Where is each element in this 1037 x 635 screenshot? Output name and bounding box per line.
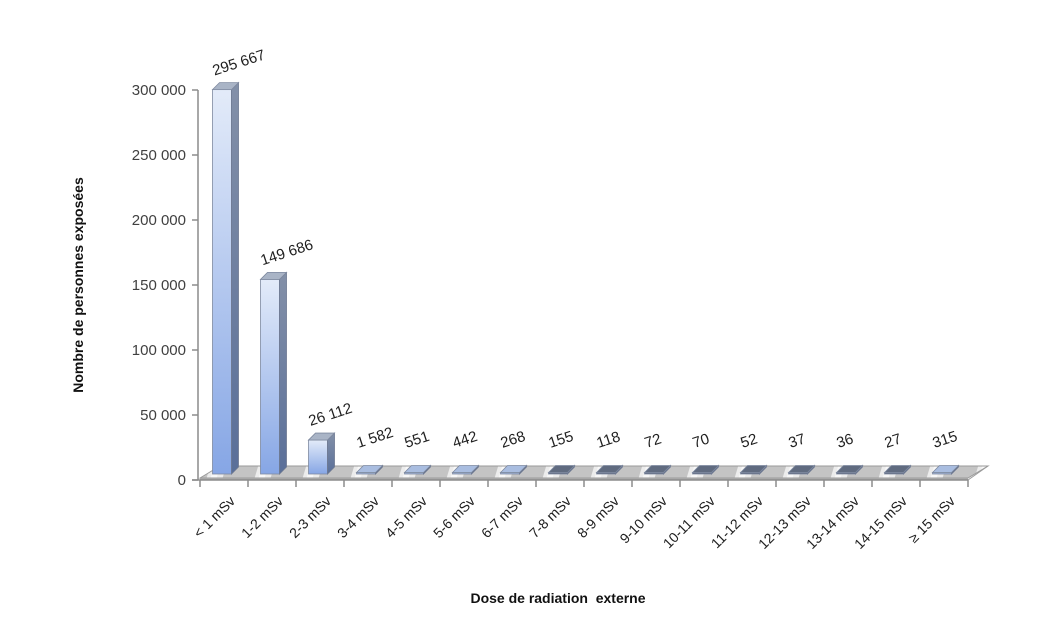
category-label: 7-8 mSv (526, 493, 574, 541)
data-label: 551 (402, 428, 431, 452)
bar (739, 464, 768, 475)
category-label: 8-9 mSv (574, 493, 622, 541)
data-label: 52 (738, 430, 759, 451)
category-label: 4-5 mSv (382, 493, 430, 541)
y-tick-label: 300 000 (132, 82, 186, 99)
category-label: 3-4 mSv (334, 493, 382, 541)
data-label: 27 (882, 430, 903, 451)
data-label: 149 686 (258, 236, 315, 269)
y-axis: 0 50 000 100 000 150 000 200 000 250 000 300 0… (132, 82, 199, 489)
category-label: 14-15 mSv (851, 493, 910, 552)
bar (403, 464, 432, 475)
data-label: 155 (546, 428, 575, 452)
data-label: 442 (450, 428, 479, 452)
bar (931, 464, 960, 475)
bar (451, 464, 480, 475)
x-axis-title: Dose de radiation externe (470, 590, 645, 606)
bar (211, 81, 240, 475)
data-label: 295 667 (210, 47, 267, 80)
x-axis: < 1 mSv 1-2 mSv 2-3 mSv 3-4 mSv 4-5 mSv 5-6 m… (190, 479, 969, 552)
data-label: 26 112 (306, 400, 354, 430)
bar-series (211, 81, 960, 475)
category-label: 2-3 mSv (286, 493, 334, 541)
data-label: 37 (786, 430, 807, 451)
bar (595, 464, 624, 475)
bar (355, 464, 384, 475)
data-label: 72 (642, 430, 663, 451)
y-tick-label: 100 000 (132, 342, 186, 359)
y-tick-label: 200 000 (132, 212, 186, 229)
data-label: 70 (690, 430, 711, 451)
y-axis-title: Nombre de personnes exposées (70, 177, 86, 393)
data-label: 1 582 (354, 424, 395, 452)
bar (835, 464, 864, 475)
bar (787, 464, 816, 475)
data-label: 36 (834, 430, 855, 451)
category-label: ≥ 15 mSv (905, 493, 958, 546)
y-tick-label: 250 000 (132, 147, 186, 164)
y-tick-label: 50 000 (140, 407, 186, 424)
y-tick-label: 0 (178, 472, 186, 489)
data-label: 315 (930, 428, 959, 452)
y-tick-label: 150 000 (132, 277, 186, 294)
bar (691, 464, 720, 475)
category-label: 5-6 mSv (430, 493, 478, 541)
bar (547, 464, 576, 475)
bar (883, 464, 912, 475)
data-label: 118 (594, 428, 622, 452)
data-label: 268 (498, 428, 527, 452)
category-label: < 1 mSv (190, 493, 238, 541)
bar (307, 432, 336, 475)
bar (643, 464, 672, 475)
bar (499, 464, 528, 475)
category-label: 6-7 mSv (478, 493, 526, 541)
category-label: 1-2 mSv (238, 493, 286, 541)
bar (259, 271, 288, 475)
